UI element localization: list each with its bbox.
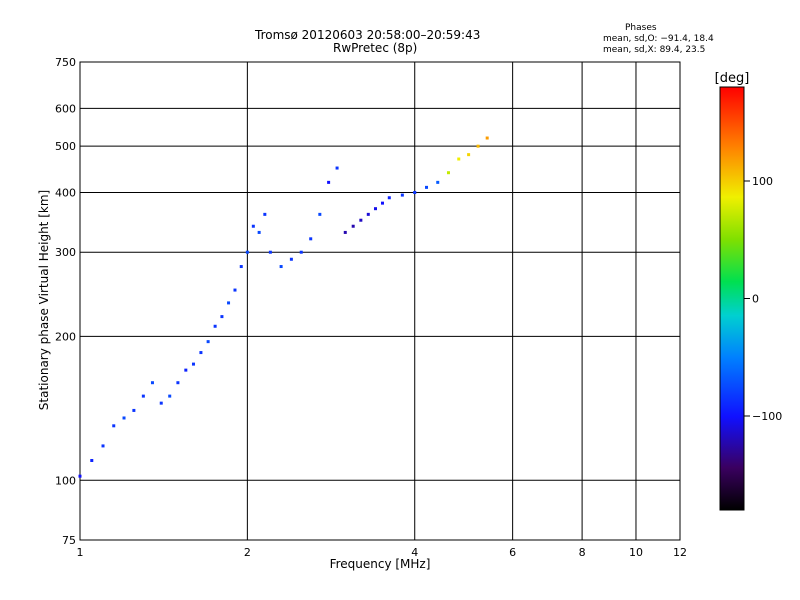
data-point (206, 340, 210, 344)
x-tick-label: 12 (673, 546, 687, 559)
data-point (184, 368, 188, 372)
data-point (366, 212, 370, 216)
data-point (380, 201, 384, 205)
data-point (257, 230, 261, 234)
x-tick-label: 6 (509, 546, 516, 559)
data-point (446, 171, 450, 175)
data-point (245, 250, 249, 254)
y-tick-label: 100 (55, 474, 76, 487)
data-point (373, 207, 377, 211)
data-point (227, 301, 231, 305)
data-point (168, 394, 172, 398)
stats-line-o: mean, sd,O: −91.4, 18.4 (603, 34, 714, 44)
data-point (122, 416, 126, 420)
data-point (199, 351, 203, 355)
grid-lines (80, 62, 680, 540)
data-point (309, 237, 313, 241)
y-tick-label: 500 (55, 140, 76, 153)
x-tick-label: 1 (77, 546, 84, 559)
plot-frame (79, 61, 681, 541)
data-point (159, 401, 163, 405)
x-tick-label: 8 (579, 546, 586, 559)
data-point (327, 180, 331, 184)
data-point (343, 230, 347, 234)
data-point (335, 166, 339, 170)
y-tick-label: 200 (55, 330, 76, 343)
data-point (289, 257, 293, 261)
data-point (299, 250, 303, 254)
colorbar-tick-label: 100 (752, 175, 773, 188)
data-point (485, 136, 489, 140)
data-point (457, 157, 461, 161)
data-point (213, 324, 217, 328)
y-tick-labels: 75 100 200 300 400 500 600 750 (55, 56, 76, 547)
data-point (251, 224, 255, 228)
data-point (141, 394, 145, 398)
colorbar-tick-label: −100 (752, 410, 782, 423)
data-point (191, 362, 195, 366)
data-point (436, 180, 440, 184)
x-tick-label: 2 (244, 546, 251, 559)
data-point (467, 153, 471, 157)
data-point (132, 408, 136, 412)
data-point (78, 474, 82, 478)
y-tick-label: 600 (55, 102, 76, 115)
y-tick-label: 750 (55, 56, 76, 69)
data-point (220, 315, 224, 319)
data-point (359, 218, 363, 222)
x-tick-label: 10 (629, 546, 643, 559)
x-tick-labels: 1 2 4 6 8 10 12 (77, 546, 688, 559)
data-point (233, 288, 237, 292)
x-tick-label: 4 (411, 546, 418, 559)
data-point (387, 196, 391, 200)
data-points (78, 136, 489, 478)
data-point (263, 212, 267, 216)
data-point (318, 212, 322, 216)
data-point (425, 185, 429, 189)
data-point (413, 190, 417, 194)
chart-subtitle: RwPretec (8p) (333, 41, 418, 55)
stats-line-x: mean, sd,X: 89.4, 23.5 (603, 45, 706, 55)
y-tick-label: 400 (55, 186, 76, 199)
colorbar-tick-label: 0 (752, 293, 759, 306)
colorbar-ticks: 100 0 −100 (744, 175, 782, 423)
data-point (268, 250, 272, 254)
chart-title: Tromsø 20120603 20:58:00–20:59:43 (255, 28, 481, 42)
data-point (351, 224, 355, 228)
stats-title: Phases (625, 23, 657, 33)
data-point (112, 424, 116, 428)
colorbar-label: [deg] (715, 71, 750, 86)
data-point (101, 444, 105, 448)
data-point (279, 265, 283, 269)
data-point (239, 265, 243, 269)
data-point (176, 381, 180, 385)
x-axis-label: Frequency [MHz] (330, 557, 431, 571)
data-point (400, 193, 404, 197)
data-point (476, 144, 480, 148)
data-point (90, 458, 94, 462)
y-tick-label: 300 (55, 246, 76, 259)
data-point (150, 381, 154, 385)
y-tick-label: 75 (62, 534, 76, 547)
colorbar (719, 86, 745, 511)
y-axis-label: Stationary phase Virtual Height [km] (37, 190, 51, 410)
